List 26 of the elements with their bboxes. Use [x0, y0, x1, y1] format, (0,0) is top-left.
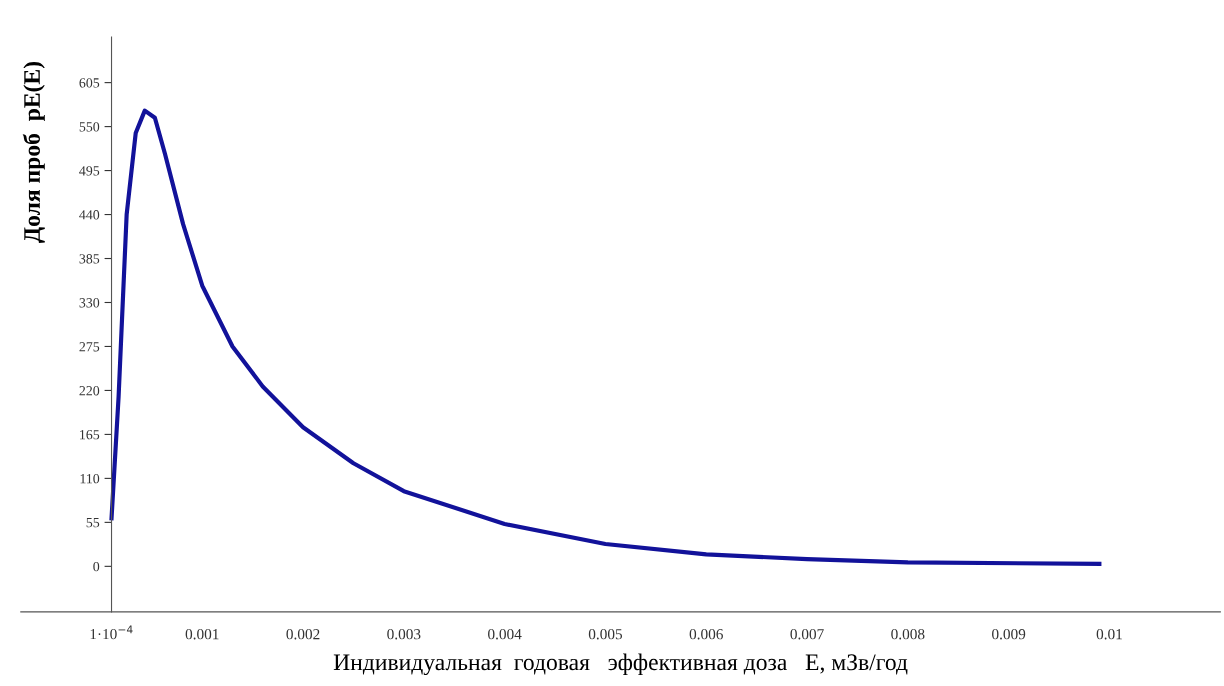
y-axis-title: Доля проб pE(E)	[22, 61, 45, 243]
x-tick-label: 0.004	[488, 629, 522, 640]
y-tick-label: 0	[93, 561, 100, 572]
x-tick-label: 0.01	[1096, 629, 1122, 640]
line-series	[109, 108, 1102, 567]
y-tick-label: 165	[80, 430, 100, 440]
y-tick-label: 385	[79, 254, 100, 264]
x-tick-label: 1·10$^{−4}$	[90, 625, 133, 640]
x-tick-label: 0.007	[790, 629, 824, 640]
y-tick-label: 275	[79, 342, 100, 352]
x-tick-label: 0.003	[387, 629, 421, 640]
y-tick-label: 605	[79, 78, 100, 88]
x-tick-label: 0.005	[588, 629, 623, 640]
x-tick-label: 0.001	[185, 629, 219, 640]
x-tick-label: 0.009	[992, 629, 1026, 640]
y-tick-label: 440	[79, 210, 100, 220]
x-tick-label: 0.006	[689, 629, 723, 640]
y-tick-label: 495	[79, 166, 100, 176]
x-axis-title: Индивидуальная годовая эффективная доза E, мЗв/год	[333, 653, 908, 676]
x-tick-label: 0.008	[891, 629, 925, 640]
y-tick-label: 55	[86, 518, 100, 528]
y-tick-label: 550	[79, 122, 100, 132]
y-tick-label: 220	[79, 386, 100, 396]
y-tick-label: 330	[79, 298, 100, 308]
y-tick-label: 110	[80, 473, 100, 484]
x-tick-label: 0.002	[286, 629, 320, 640]
